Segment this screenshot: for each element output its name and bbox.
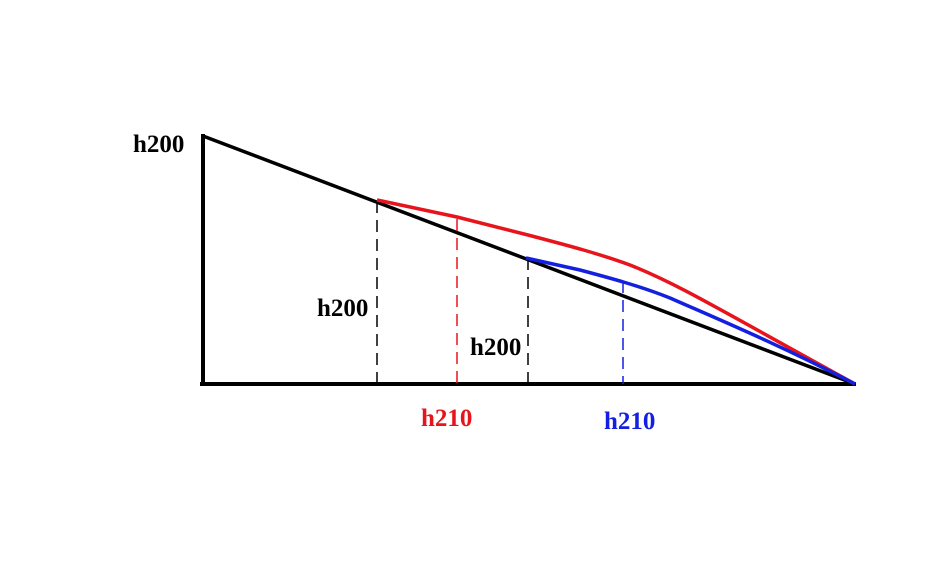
label: h200 <box>470 334 521 361</box>
label: h200 <box>133 131 184 158</box>
label: h210 <box>604 408 655 435</box>
red-curve <box>376 198 856 386</box>
label: h200 <box>317 295 368 322</box>
label: h210 <box>421 405 472 432</box>
blue-curve <box>525 256 856 386</box>
